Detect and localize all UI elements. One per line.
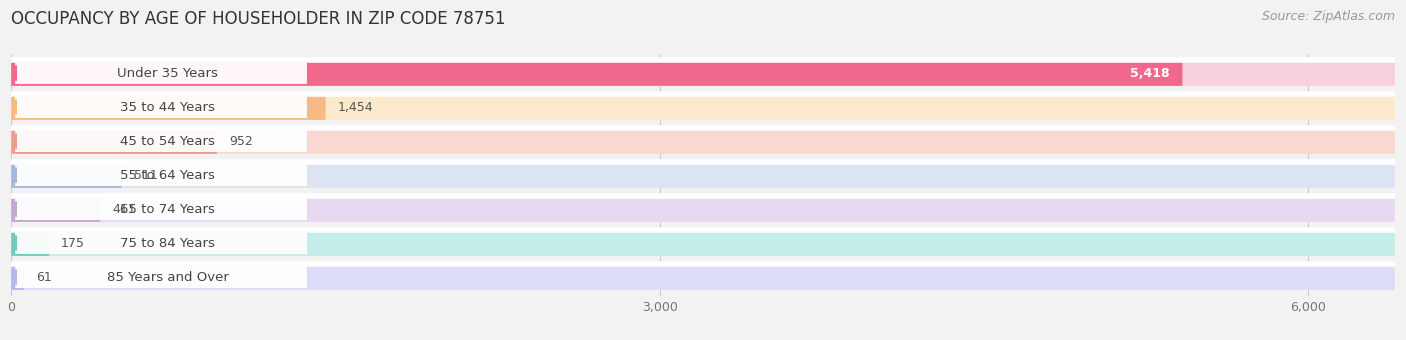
FancyBboxPatch shape [11,197,1395,222]
FancyBboxPatch shape [11,197,100,222]
Text: 952: 952 [229,135,253,148]
Text: 511: 511 [134,169,157,182]
FancyBboxPatch shape [11,231,49,256]
FancyBboxPatch shape [15,62,307,84]
FancyBboxPatch shape [11,265,24,290]
Text: 5,418: 5,418 [1130,67,1170,80]
FancyBboxPatch shape [11,231,1395,256]
FancyBboxPatch shape [11,163,122,188]
Text: Source: ZipAtlas.com: Source: ZipAtlas.com [1261,10,1395,23]
Text: 75 to 84 Years: 75 to 84 Years [120,237,215,250]
FancyBboxPatch shape [11,61,1395,86]
Text: 61: 61 [37,271,52,284]
FancyBboxPatch shape [11,94,326,120]
Text: 45 to 54 Years: 45 to 54 Years [120,135,215,148]
FancyBboxPatch shape [11,163,1395,188]
FancyBboxPatch shape [11,94,1395,120]
Text: Under 35 Years: Under 35 Years [117,67,218,80]
Text: 85 Years and Over: 85 Years and Over [107,271,229,284]
FancyBboxPatch shape [15,232,307,254]
FancyBboxPatch shape [15,198,307,220]
FancyBboxPatch shape [15,96,307,118]
FancyBboxPatch shape [11,128,217,154]
FancyBboxPatch shape [11,128,1395,154]
FancyBboxPatch shape [15,130,307,152]
FancyBboxPatch shape [11,61,1182,86]
Text: 65 to 74 Years: 65 to 74 Years [120,203,215,216]
FancyBboxPatch shape [15,164,307,186]
FancyBboxPatch shape [15,266,307,288]
Text: 35 to 44 Years: 35 to 44 Years [120,101,215,114]
Text: 1,454: 1,454 [337,101,373,114]
Text: 175: 175 [60,237,84,250]
Text: 411: 411 [112,203,135,216]
Text: 55 to 64 Years: 55 to 64 Years [120,169,215,182]
FancyBboxPatch shape [11,265,1395,290]
Text: OCCUPANCY BY AGE OF HOUSEHOLDER IN ZIP CODE 78751: OCCUPANCY BY AGE OF HOUSEHOLDER IN ZIP C… [11,10,506,28]
